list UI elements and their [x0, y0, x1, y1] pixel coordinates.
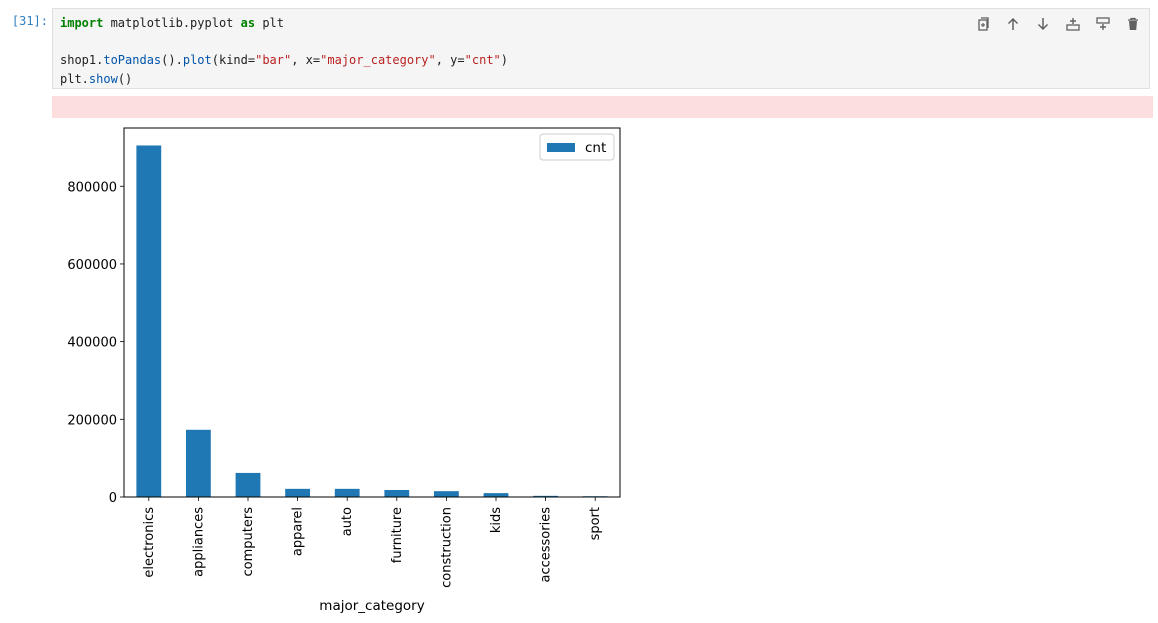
move-up-button[interactable] — [1001, 13, 1025, 35]
x-tick-label: furniture — [390, 507, 405, 563]
code-token: (kind= — [211, 53, 256, 67]
duplicate-cell-button[interactable] — [971, 13, 995, 35]
code-token: plt. — [60, 71, 89, 86]
y-tick-label: 200000 — [67, 413, 117, 428]
bar-chart: electronics appliances computers apparel aut… — [67, 127, 621, 614]
legend-label: cnt — [585, 140, 606, 156]
bar — [186, 429, 211, 497]
duplicate-cell-icon — [978, 17, 989, 31]
x-axis-label: major_category — [319, 598, 424, 614]
chart-output: electronics appliances computers apparel aut… — [52, 120, 652, 619]
bar — [533, 495, 558, 497]
y-tick-label: 400000 — [67, 336, 117, 351]
x-tick-label: auto — [340, 507, 355, 536]
bar — [384, 490, 410, 497]
x-tick-label: appliances — [191, 507, 206, 577]
move-down-icon — [1037, 18, 1049, 31]
legend-swatch — [547, 143, 575, 152]
code-line — [60, 33, 508, 52]
bar — [136, 145, 162, 497]
delete-cell-button[interactable] — [1121, 13, 1145, 35]
cell-toolbar — [971, 13, 1145, 35]
code-token: plot — [182, 53, 212, 67]
code-token: show — [88, 71, 118, 86]
x-tick-label: accessories — [539, 507, 554, 583]
code-token: import — [60, 16, 104, 30]
insert-above-button[interactable] — [1061, 13, 1085, 35]
legend-box — [539, 133, 615, 161]
code-token: , x= — [291, 53, 321, 67]
x-tick-label: electronics — [142, 507, 157, 578]
code-cell-input[interactable]: import matplotlib.pyplot as plt shop1.toP… — [52, 8, 1150, 89]
code-line: plt.show() — [60, 70, 508, 89]
insert-below-icon — [1096, 17, 1110, 30]
code-line: import matplotlib.pyplot as plt — [60, 14, 508, 33]
code-token: shop1. — [60, 53, 104, 67]
code-token: , y= — [435, 53, 465, 67]
plot-frame — [123, 127, 621, 498]
code-token: matplotlib.pyplot — [103, 16, 241, 30]
y-tick-label: 800000 — [67, 180, 117, 195]
stderr-output — [52, 96, 1153, 118]
code-token: (). — [161, 53, 183, 67]
bar — [434, 491, 459, 497]
code-line: shop1.toPandas().plot(kind="bar", x="maj… — [60, 51, 508, 70]
code-editor[interactable]: import matplotlib.pyplot as plt shop1.toP… — [60, 14, 508, 88]
bar — [334, 488, 360, 497]
code-token: "cnt" — [464, 53, 501, 67]
x-tick-label: kids — [489, 507, 504, 533]
insert-above-icon — [1066, 18, 1080, 31]
y-tick-label: 0 — [109, 491, 117, 506]
y-tick-label: 600000 — [67, 258, 117, 273]
code-token: plt — [255, 16, 284, 30]
bar — [285, 488, 310, 497]
cell-prompt: [31]: — [11, 14, 48, 28]
x-tick-label: sport — [588, 507, 603, 540]
insert-below-button[interactable] — [1091, 13, 1115, 35]
move-up-icon — [1007, 17, 1019, 30]
x-tick-label: construction — [439, 507, 454, 588]
code-token: () — [117, 71, 133, 86]
delete-cell-icon — [1128, 17, 1138, 30]
x-tick-label: computers — [241, 507, 256, 577]
code-token: ) — [500, 53, 508, 67]
code-token: "major_category" — [320, 53, 436, 67]
move-down-button[interactable] — [1031, 13, 1055, 35]
bar — [483, 493, 509, 497]
code-token: "bar" — [255, 53, 292, 67]
bar — [235, 472, 261, 497]
x-tick-label: apparel — [291, 507, 306, 556]
code-token: toPandas — [103, 53, 162, 67]
code-token: as — [240, 16, 256, 30]
